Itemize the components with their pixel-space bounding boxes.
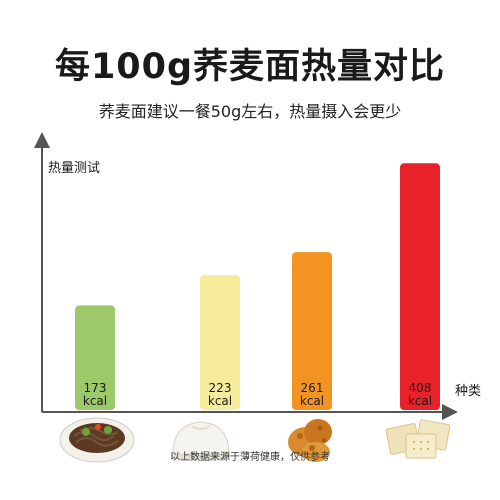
bar-2 xyxy=(200,275,240,410)
bar-4 xyxy=(400,163,440,410)
steamed-bun-icon xyxy=(171,421,231,461)
crackers-icon xyxy=(385,419,451,459)
bar-3 xyxy=(292,252,332,410)
bar-value-label-1: 173 xyxy=(84,381,107,395)
page-title: 每100g荞麦面热量对比 xyxy=(54,47,446,87)
page-subtitle: 荞麦面建议一餐50g左右，热量摄入会更少 xyxy=(98,102,402,121)
x-axis-label: 种类 xyxy=(455,384,481,399)
fried-chicken-icon xyxy=(288,419,332,462)
bar-unit-label-4: kcal xyxy=(408,394,432,408)
bar-1 xyxy=(75,305,115,410)
bar-unit-label-1: kcal xyxy=(83,394,107,408)
bar-value-label-3: 261 xyxy=(301,381,324,395)
bar-value-label-2: 223 xyxy=(209,381,232,395)
bar-unit-label-2: kcal xyxy=(208,394,232,408)
footnote: 以上数据来源于薄荷健康，仅供参考 xyxy=(170,452,330,463)
bar-unit-label-3: kcal xyxy=(300,394,324,408)
buckwheat-noodles-icon xyxy=(59,417,135,463)
y-axis-label: 热量测试 xyxy=(48,161,100,176)
bar-value-label-4: 408 xyxy=(409,381,432,395)
